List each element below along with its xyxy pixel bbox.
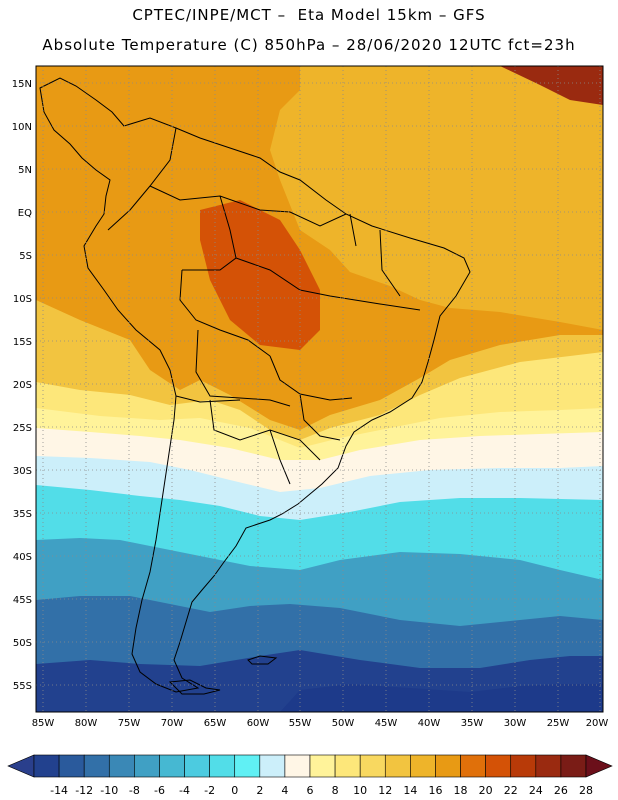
colorbar-swatch <box>410 754 436 778</box>
latitude-labels: 15N 10N 5N EQ 5S 10S 15S 20S 25S 30S 35S… <box>12 79 32 692</box>
colorbar-label: 18 <box>454 784 468 797</box>
lat-label: 10N <box>12 122 32 133</box>
colorbar-swatch <box>259 754 286 778</box>
lat-label: 25S <box>13 423 32 434</box>
colorbar-label: 12 <box>378 784 392 797</box>
lat-label: 45S <box>13 595 32 606</box>
lat-label: 55S <box>13 681 32 692</box>
colorbar-label: 26 <box>554 784 568 797</box>
map-frame <box>35 65 604 713</box>
colorbar-label: 10 <box>353 784 367 797</box>
colorbar-swatch <box>334 754 361 778</box>
colorbar-label: 22 <box>504 784 518 797</box>
colorbar-label: 16 <box>428 784 442 797</box>
colorbar-swatch <box>134 754 160 778</box>
graticule <box>36 66 603 712</box>
lon-label: 85W <box>32 718 55 729</box>
colorbar-swatch <box>485 754 512 778</box>
coastline-borders <box>39 77 471 695</box>
colorbar-label: -12 <box>75 784 93 797</box>
lon-label: 70W <box>161 718 184 729</box>
lon-label: 50W <box>332 718 355 729</box>
lon-label: 75W <box>118 718 141 729</box>
map-title-line-1: CPTEC/INPE/MCT – Eta Model 15km – GFS <box>132 6 486 24</box>
colorbar-label: 24 <box>529 784 543 797</box>
lat-label: 15S <box>13 337 32 348</box>
colorbar-swatch <box>359 754 386 778</box>
colorbar-swatch <box>108 754 135 778</box>
colorbar-label: 4 <box>281 784 288 797</box>
lon-label: 45W <box>375 718 398 729</box>
colorbar-label: -8 <box>129 784 140 797</box>
lon-label: 35W <box>461 718 484 729</box>
colorbar-label: -14 <box>50 784 68 797</box>
lon-label: 80W <box>75 718 98 729</box>
lon-label: 55W <box>289 718 312 729</box>
colorbar-label: -2 <box>204 784 215 797</box>
lat-label: 30S <box>13 466 32 477</box>
colorbar-swatch <box>560 754 587 778</box>
colorbar-swatch <box>384 754 411 778</box>
colorbar-underflow-triangle <box>7 754 35 778</box>
colorbar-label: 2 <box>256 784 263 797</box>
colorbar-swatch <box>284 754 311 778</box>
lat-label: 15N <box>12 79 32 90</box>
colorbar-swatch <box>309 754 336 778</box>
colorbar-label: 20 <box>479 784 493 797</box>
field-band-warm <box>270 66 603 330</box>
colorbar-label: 8 <box>332 784 339 797</box>
colorbar-swatch <box>184 754 210 778</box>
temperature-field <box>36 66 603 712</box>
field-band-darkest <box>280 684 603 712</box>
colorbar-label: 28 <box>579 784 593 797</box>
colorbar-label: -4 <box>179 784 190 797</box>
longitude-labels: 85W 80W 75W 70W 65W 60W 55W 50W 45W 40W … <box>32 718 609 729</box>
falkland-islands <box>247 655 278 665</box>
colorbar: -14 -12 -10 -8 -6 -4 -2 0 2 4 6 8 10 12 14 16 18 20 22 24 26… <box>7 754 613 797</box>
lat-label: 10S <box>13 294 32 305</box>
colorbar-swatch <box>58 754 85 778</box>
colorbar-swatch <box>435 754 461 778</box>
colorbar-label: -6 <box>154 784 165 797</box>
lon-label: 60W <box>247 718 270 729</box>
colorbar-swatch <box>535 754 562 778</box>
colorbar-label: -10 <box>100 784 118 797</box>
lon-label: 65W <box>204 718 227 729</box>
field-band-hot-core <box>200 200 320 350</box>
colorbar-swatch <box>33 754 60 778</box>
colorbar-swatch <box>234 754 261 778</box>
map-title-line-2: Absolute Temperature (C) 850hPa – 28/06/… <box>42 36 576 54</box>
lat-label: 5N <box>18 165 32 176</box>
colorbar-label: 0 <box>231 784 238 797</box>
lon-label: 40W <box>418 718 441 729</box>
lon-label: 25W <box>547 718 570 729</box>
lon-label: 20W <box>586 718 609 729</box>
lon-label: 30W <box>504 718 527 729</box>
lat-label: 40S <box>13 552 32 563</box>
colorbar-label: 6 <box>307 784 314 797</box>
colorbar-swatch <box>159 754 185 778</box>
field-band-hot-extreme <box>500 66 603 105</box>
lat-label: 20S <box>13 380 32 391</box>
lat-label: 50S <box>13 638 32 649</box>
colorbar-swatch <box>460 754 486 778</box>
colorbar-swatch <box>510 754 537 778</box>
colorbar-swatch <box>209 754 236 778</box>
colorbar-swatch <box>83 754 110 778</box>
lat-label: 35S <box>13 509 32 520</box>
south-america-coastline <box>39 77 471 693</box>
tierra-del-fuego <box>168 679 221 695</box>
lat-label: 5S <box>19 251 32 262</box>
colorbar-overflow-triangle <box>585 754 613 778</box>
colorbar-label: 14 <box>403 784 417 797</box>
lat-label: EQ <box>18 208 32 219</box>
